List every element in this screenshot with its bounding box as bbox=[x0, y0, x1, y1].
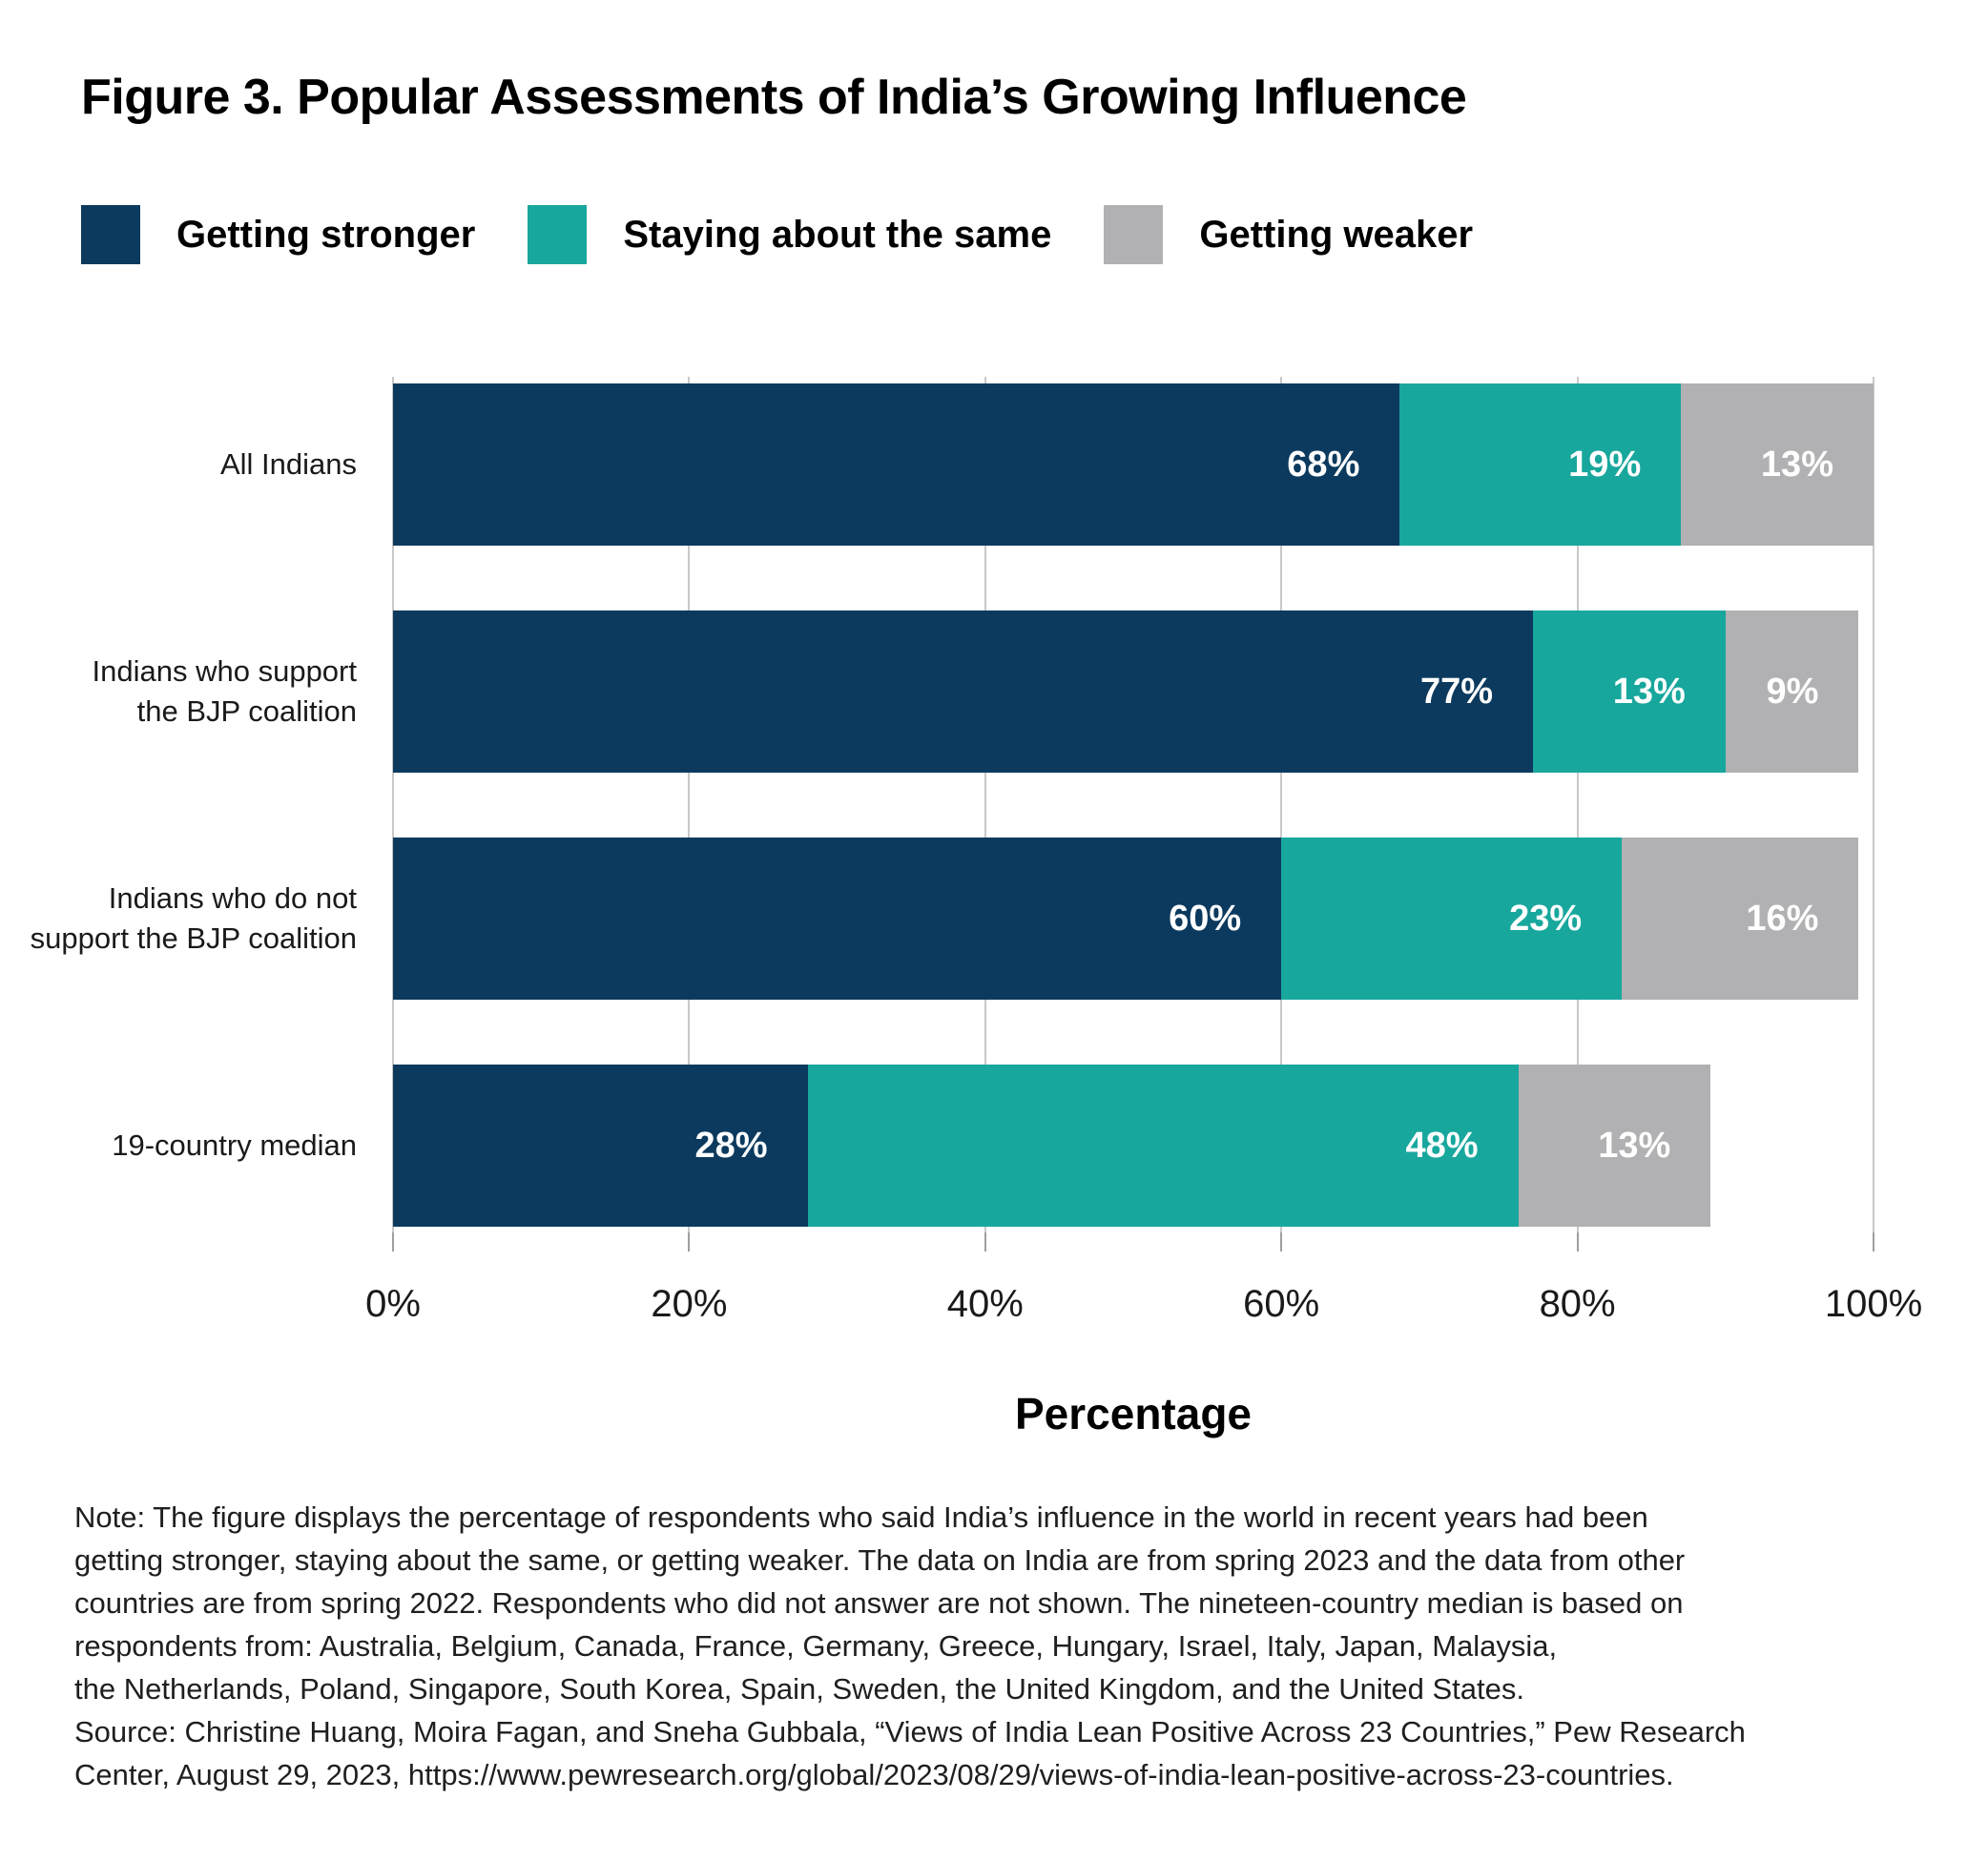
category-label-0: All Indians bbox=[219, 447, 357, 482]
bar-value-label: 28% bbox=[694, 1125, 768, 1166]
chart: 68% 19% 13% 77% 13% 9% 60% 23% 16% 28% 48% 13% 0% 20… bbox=[0, 377, 1988, 1474]
category-label-3: 19-country median bbox=[112, 1128, 357, 1163]
gridline-80 bbox=[1576, 377, 1579, 1232]
axis-tick-20 bbox=[688, 1232, 691, 1252]
bar-segment: 16% bbox=[1622, 838, 1859, 1000]
legend-item-1: Staying about the same bbox=[528, 205, 1051, 264]
bar-value-label: 48% bbox=[1405, 1125, 1479, 1166]
bar-segment: 19% bbox=[1399, 383, 1682, 546]
bar-value-label: 77% bbox=[1419, 671, 1494, 712]
legend-swatch-icon bbox=[1104, 205, 1164, 264]
x-axis-title: Percentage bbox=[1014, 1389, 1252, 1438]
bar-value-label: 13% bbox=[1760, 444, 1833, 485]
category-label-1: Indians who support the BJP coalition bbox=[92, 654, 357, 728]
bar-value-label: 23% bbox=[1509, 898, 1583, 939]
bar-segment: 48% bbox=[807, 1065, 1519, 1227]
legend-swatch-icon bbox=[81, 205, 140, 264]
bar-row-2: 60% 23% 16% bbox=[393, 838, 1874, 1000]
axis-tick-label-80: 80% bbox=[1539, 1283, 1616, 1325]
bar-value-label: 16% bbox=[1746, 898, 1819, 939]
bar-value-label: 19% bbox=[1568, 444, 1642, 485]
bar-segment: 28% bbox=[393, 1065, 808, 1227]
axis-tick-0 bbox=[392, 1232, 394, 1252]
gridline-60 bbox=[1280, 377, 1283, 1232]
gridline-40 bbox=[984, 377, 986, 1232]
plot-area: 68% 19% 13% 77% 13% 9% 60% 23% 16% 28% 48% 13% bbox=[392, 377, 1874, 1252]
legend-item-2: Getting weaker bbox=[1104, 205, 1473, 264]
figure-title: Figure 3. Popular Assessments of India’s… bbox=[81, 70, 1467, 125]
axis-tick-label-60: 60% bbox=[1243, 1283, 1320, 1325]
axis-tick-40 bbox=[984, 1232, 986, 1252]
bar-segment: 60% bbox=[393, 838, 1282, 1000]
axis-tick-label-40: 40% bbox=[946, 1283, 1024, 1325]
bar-value-label: 60% bbox=[1169, 898, 1242, 939]
bar-segment: 13% bbox=[1533, 610, 1726, 773]
legend-item-0: Getting stronger bbox=[81, 205, 475, 264]
legend-label: Getting weaker bbox=[1199, 213, 1474, 256]
axis-tick-60 bbox=[1280, 1232, 1283, 1252]
axis-tick-label-0: 0% bbox=[365, 1283, 421, 1325]
axis-tick-80 bbox=[1576, 1232, 1579, 1252]
bar-row-3: 28% 48% 13% bbox=[393, 1065, 1874, 1227]
bar-value-label: 68% bbox=[1287, 444, 1360, 485]
legend-swatch-icon bbox=[528, 205, 588, 264]
bar-value-label: 13% bbox=[1598, 1125, 1671, 1166]
figure-note: Note: The figure displays the percentage… bbox=[74, 1500, 1746, 1791]
x-axis-tick-labels: 0% 20% 40% 60% 80% 100% bbox=[365, 1283, 1922, 1333]
bar-value-label: 13% bbox=[1612, 671, 1686, 712]
legend-label: Staying about the same bbox=[623, 213, 1052, 256]
bar-segment: 13% bbox=[1518, 1065, 1711, 1227]
axis-tick-100 bbox=[1873, 1232, 1874, 1252]
legend: Getting stronger Staying about the same Ge… bbox=[81, 205, 1473, 264]
bar-row-1: 77% 13% 9% bbox=[393, 610, 1874, 773]
gridline-100 bbox=[1873, 377, 1874, 1232]
axis-tick-label-100: 100% bbox=[1824, 1283, 1923, 1325]
gridline-0 bbox=[392, 377, 394, 1232]
bar-row-0: 68% 19% 13% bbox=[393, 383, 1874, 546]
legend-label: Getting stronger bbox=[176, 213, 476, 256]
bar-segment: 68% bbox=[393, 383, 1400, 546]
bar-segment: 77% bbox=[393, 610, 1534, 773]
bar-segment: 9% bbox=[1725, 610, 1859, 773]
category-label-2: Indians who do not support the BJP coali… bbox=[30, 881, 357, 955]
bar-value-label: 9% bbox=[1766, 671, 1819, 712]
bar-segment: 13% bbox=[1681, 383, 1874, 546]
bar-segment: 23% bbox=[1281, 838, 1623, 1000]
gridline-20 bbox=[688, 377, 691, 1232]
axis-tick-label-20: 20% bbox=[651, 1283, 728, 1325]
